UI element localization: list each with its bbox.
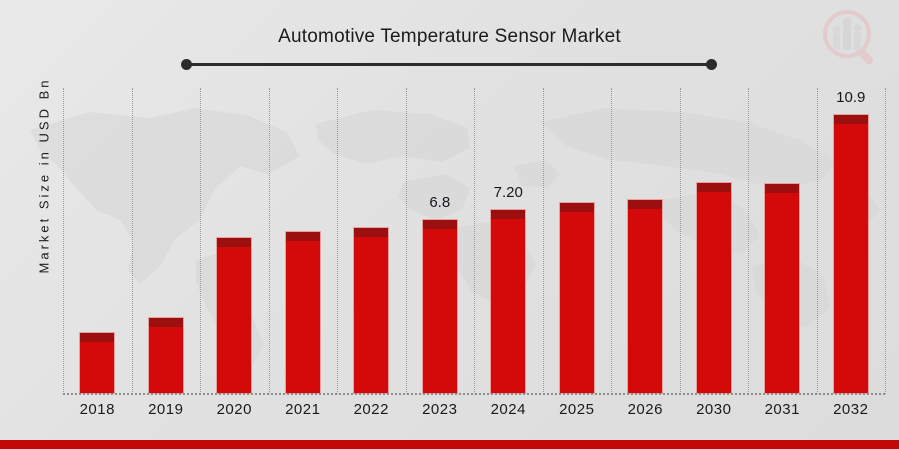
bar[interactable]: [421, 219, 458, 394]
bar-cap: [765, 184, 800, 193]
x-axis-tick-label: 2031: [764, 401, 800, 418]
x-axis-tick-label: 2019: [148, 401, 184, 418]
y-axis-title: Market Size in USD Bn: [36, 77, 52, 274]
bar[interactable]: [79, 332, 116, 394]
bar-group[interactable]: [543, 88, 612, 394]
bar[interactable]: [695, 182, 732, 394]
x-axis-baseline: [63, 393, 885, 395]
bar[interactable]: [353, 227, 390, 394]
bar-cap: [422, 220, 457, 229]
x-axis-tick-label: 2021: [285, 401, 321, 418]
bar[interactable]: [558, 202, 595, 394]
bar-group[interactable]: [611, 88, 680, 394]
bar-group[interactable]: [269, 88, 338, 394]
bar-group[interactable]: 10.9: [817, 88, 886, 394]
bar-cap: [833, 115, 868, 124]
plot-area: 6.8 7.20 10.9: [63, 88, 887, 394]
bar[interactable]: [490, 209, 527, 394]
x-axis-tick-label: 2020: [216, 401, 252, 418]
chart-title: Automotive Temperature Sensor Market: [278, 26, 621, 47]
bar-group[interactable]: [337, 88, 406, 394]
rule-dot-right: [706, 59, 717, 70]
bar-cap: [217, 238, 252, 247]
x-axis-tick-label: 2026: [627, 401, 663, 418]
bar-cap: [696, 183, 731, 192]
bar-series: 6.8 7.20 10.9: [63, 88, 885, 394]
bar-value-label: 6.8: [429, 194, 451, 211]
market-research-logo-icon: [813, 6, 891, 70]
bar-cap: [148, 318, 183, 327]
rule-dot-left: [181, 59, 192, 70]
bar[interactable]: [216, 237, 253, 394]
x-axis-tick-label: 2023: [422, 401, 458, 418]
x-axis-tick-label: 2032: [833, 401, 869, 418]
bar-group[interactable]: 7.20: [474, 88, 543, 394]
x-axis-tick-label: 2024: [490, 401, 526, 418]
bar[interactable]: [147, 317, 184, 394]
title-underline-rule: [181, 59, 717, 70]
bar-group[interactable]: [63, 88, 132, 394]
bar[interactable]: [284, 231, 321, 394]
bar[interactable]: [832, 114, 869, 394]
bar-cap: [559, 203, 594, 212]
bar-group[interactable]: 6.8: [406, 88, 475, 394]
bar-cap: [285, 232, 320, 241]
x-axis-tick-label: 2018: [79, 401, 115, 418]
bar-cap: [80, 333, 115, 342]
bar-value-label: 10.9: [836, 89, 866, 106]
bar-group[interactable]: [200, 88, 269, 394]
bar-value-label: 7.20: [493, 184, 523, 201]
x-axis-tick-label: 2030: [696, 401, 732, 418]
bar[interactable]: [627, 199, 664, 394]
x-axis-tick-label: 2025: [559, 401, 595, 418]
bar-group[interactable]: [680, 88, 749, 394]
x-axis-tick-label: 2022: [353, 401, 389, 418]
bottom-accent-band: [0, 440, 899, 449]
bar-cap: [491, 210, 526, 219]
x-axis-tick-labels: 2018 2019 2020 2021 2022 2023 2024 2025 2026 2030…: [63, 401, 885, 427]
gridline: [885, 88, 887, 394]
bar-group[interactable]: [748, 88, 817, 394]
bar[interactable]: [764, 183, 801, 394]
bar-group[interactable]: [132, 88, 201, 394]
bar-cap: [354, 228, 389, 237]
bar-cap: [628, 200, 663, 209]
